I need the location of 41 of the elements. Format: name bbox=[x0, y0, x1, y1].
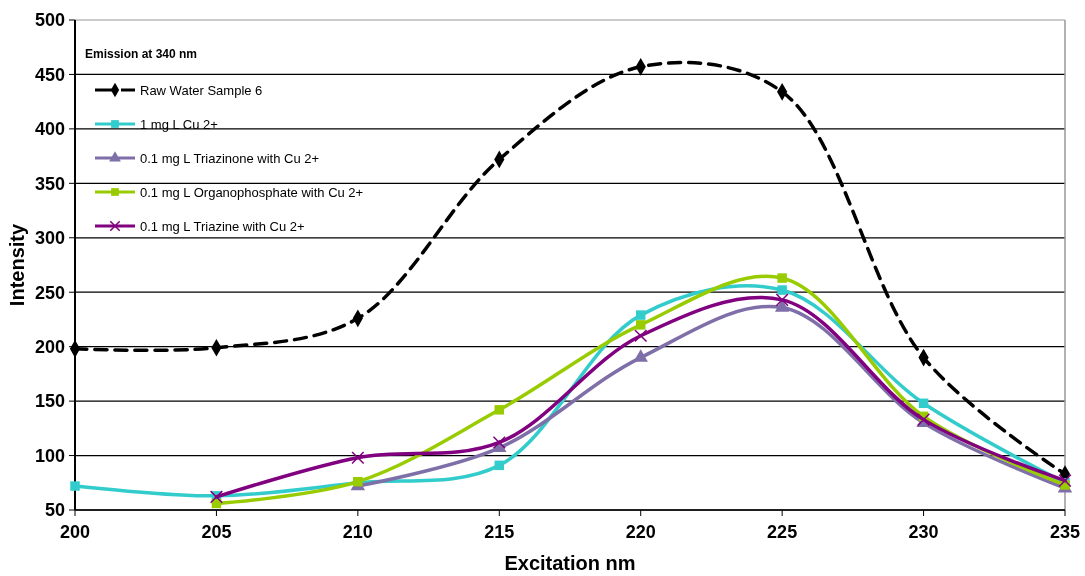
legend-label: Raw Water Sample 6 bbox=[140, 82, 263, 98]
point bbox=[494, 405, 505, 415]
y-tick-label: 50 bbox=[44, 500, 65, 521]
legend-label: 0.1 mg L Triazinone with Cu 2+ bbox=[140, 150, 320, 166]
point bbox=[633, 349, 648, 362]
x-tick-label: 235 bbox=[1049, 522, 1081, 542]
y-tick-label: 350 bbox=[34, 173, 65, 194]
point bbox=[634, 329, 648, 343]
legend-label: 1 mg L Cu 2+ bbox=[140, 116, 218, 132]
y-tick-label: 500 bbox=[34, 10, 65, 31]
y-axis-title: Intensity bbox=[6, 223, 28, 307]
y-tick-label: 100 bbox=[34, 445, 65, 466]
x-tick-label: 215 bbox=[484, 522, 515, 542]
point bbox=[777, 285, 787, 295]
point bbox=[1058, 474, 1072, 488]
point bbox=[494, 460, 505, 471]
x-tick-label: 225 bbox=[767, 522, 798, 542]
point bbox=[492, 435, 506, 450]
point bbox=[777, 273, 787, 283]
x-tick-label: 210 bbox=[342, 522, 373, 542]
legend-title: Emission at 340 nm bbox=[85, 47, 198, 61]
y-tick-label: 200 bbox=[34, 336, 65, 357]
x-axis-title: Excitation nm bbox=[504, 552, 636, 574]
legend-label: 0.1 mg L Organophosphate with Cu 2+ bbox=[140, 184, 364, 200]
x-tick-label: 220 bbox=[625, 522, 656, 542]
x-tick-label: 230 bbox=[908, 522, 939, 542]
point bbox=[774, 299, 790, 312]
point bbox=[635, 320, 646, 330]
x-tick-label: 205 bbox=[201, 522, 232, 542]
y-tick-label: 250 bbox=[34, 282, 65, 303]
x-tick-label: 200 bbox=[59, 522, 91, 542]
y-tick-label: 150 bbox=[34, 391, 65, 412]
point bbox=[775, 293, 789, 307]
point bbox=[70, 481, 80, 491]
point bbox=[635, 310, 646, 320]
y-tick-label: 400 bbox=[34, 119, 65, 140]
point bbox=[351, 451, 365, 465]
legend-label: 0.1 mg L Triazine with Cu 2+ bbox=[140, 218, 305, 234]
y-tick-label: 450 bbox=[34, 64, 65, 85]
point bbox=[918, 398, 929, 409]
y-tick-label: 300 bbox=[34, 228, 65, 249]
